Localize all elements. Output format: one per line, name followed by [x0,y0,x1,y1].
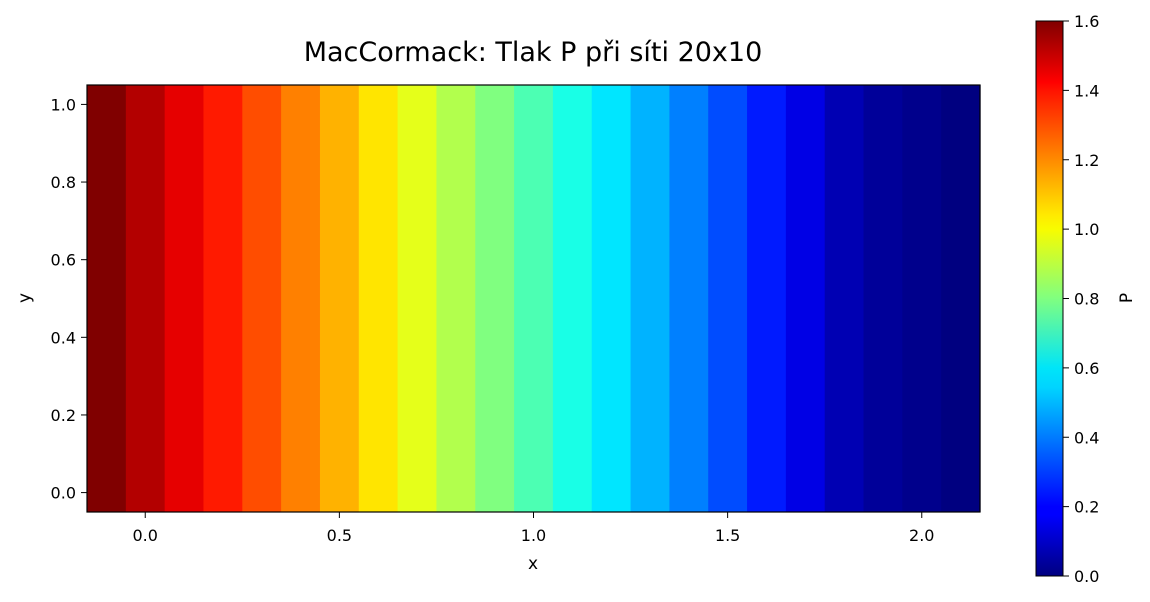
heatmap-cell [397,85,438,512]
x-tick-label: 2.0 [909,526,934,545]
colorbar-tick-label: 0.0 [1074,567,1099,586]
heatmap-cell [785,85,826,512]
chart-title: MacCormack: Tlak P při síti 20x10 [304,37,763,68]
colorbar-label: P [1117,293,1137,303]
heatmap-cell [902,85,942,512]
x-axis-label: x [528,554,538,574]
heatmap-cell [824,85,865,512]
colorbar-tick-label: 1.6 [1074,12,1099,31]
heatmap-cell [281,85,321,512]
heatmap-cell [319,85,360,512]
x-tick-label: 0.5 [327,526,352,545]
heatmap-cell [125,85,166,512]
colorbar-tick-label: 0.8 [1074,290,1099,309]
heatmap-cell [436,85,476,512]
x-axis-ticks: 0.0 0.5 1.0 1.5 2.0 [133,512,934,545]
heatmap-cell [591,85,632,512]
x-tick-label: 1.0 [521,526,546,545]
heatmap-cell [358,85,399,512]
colorbar-tick-label: 1.0 [1074,220,1099,239]
y-axis-label: y [15,293,35,303]
y-tick-label: 0.6 [51,251,76,270]
heatmap-cells [87,85,981,512]
heatmap-cell [87,85,127,512]
heatmap-cell [514,85,554,512]
heatmap-cell [475,85,515,512]
colorbar-tick-label: 1.4 [1074,81,1099,100]
heatmap-cell [941,85,981,512]
x-tick-label: 1.5 [715,526,740,545]
y-axis-ticks: 0.0 0.2 0.4 0.6 0.8 1.0 [51,95,87,503]
colorbar [1035,20,1064,577]
heatmap-cell [203,85,243,512]
colorbar-tick-label: 0.2 [1074,498,1099,517]
y-tick-label: 0.0 [51,484,76,503]
heatmap-cell [863,85,903,512]
y-tick-label: 1.0 [51,95,76,114]
y-tick-label: 0.4 [51,328,76,347]
colorbar-tick-label: 0.4 [1074,428,1099,447]
heatmap-cell [747,85,787,512]
heatmap-cell [708,85,748,512]
heatmap-cell [630,85,670,512]
colorbar-tick-label: 1.2 [1074,151,1099,170]
colorbar-tick-label: 0.6 [1074,359,1099,378]
heatmap-cell [242,85,282,512]
colorbar-ticks: 0.0 0.2 0.4 0.6 0.8 1.0 1.2 1.4 1.6 [1063,12,1099,586]
heatmap-cell [552,85,593,512]
heatmap-cell [164,85,205,512]
y-tick-label: 0.2 [51,406,76,425]
heatmap-cell [669,85,709,512]
y-tick-label: 0.8 [51,173,76,192]
x-tick-label: 0.0 [133,526,158,545]
